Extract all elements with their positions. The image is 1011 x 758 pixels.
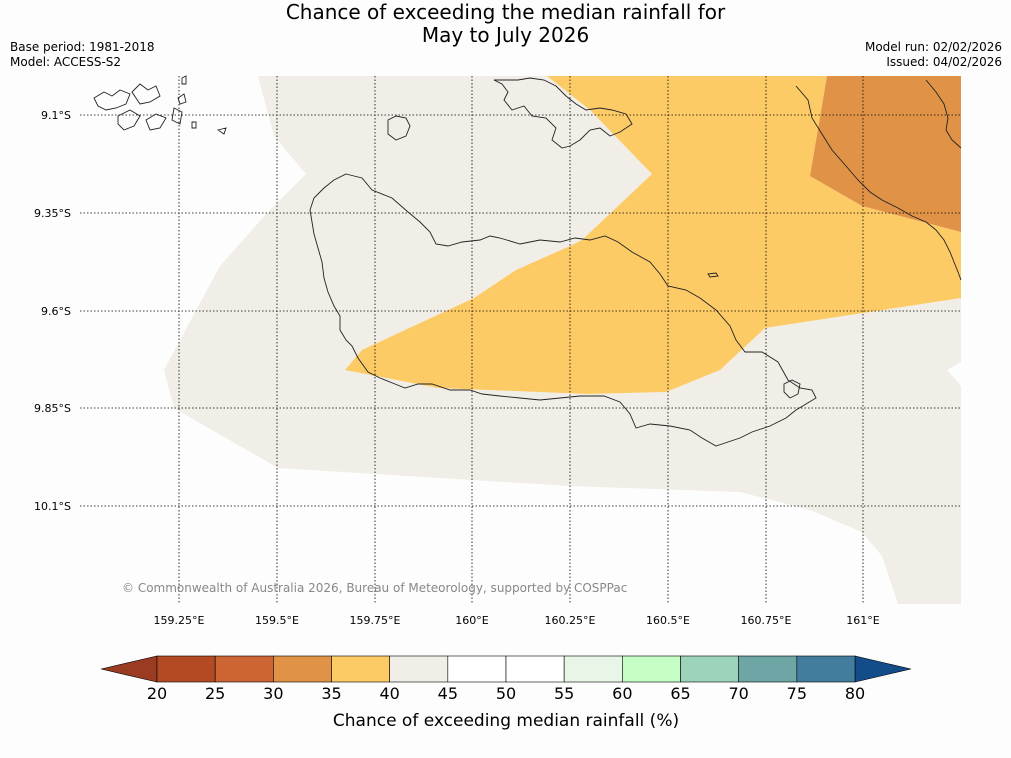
colorbar-tick-label: 80 [845, 684, 865, 703]
coastlines [93, 75, 962, 447]
colorbar-title: Chance of exceeding median rainfall (%) [333, 711, 679, 731]
title-line-1: Chance of exceeding the median rainfall … [285, 0, 726, 24]
coastline-northeast-mainland [795, 79, 962, 281]
colorbar-tick-label: 25 [205, 684, 225, 703]
lat-label: 9.1°S [41, 109, 71, 122]
colorbar-cell [622, 655, 681, 683]
lat-label: 9.35°S [34, 207, 71, 220]
colorbar-cell [214, 655, 274, 683]
lat-label: 10.1°S [34, 500, 71, 513]
band-35-40 [345, 76, 961, 394]
band-40-45 [164, 76, 961, 604]
colorbar-cell [156, 655, 216, 683]
lon-label: 159.5°E [255, 614, 299, 627]
colorbar-over-arrow [854, 655, 912, 683]
lon-label: 160.75°E [741, 614, 792, 627]
colorbar-tick-label: 65 [670, 684, 690, 703]
lon-label: 160.5°E [646, 614, 690, 627]
colorbar-cell [331, 655, 390, 683]
colorbar-cell [273, 655, 332, 683]
colorbar-cells [156, 655, 856, 683]
coastline-main-island [309, 173, 817, 447]
colorbar-tick-label: 20 [147, 684, 167, 703]
lat-label: 9.6°S [41, 305, 71, 318]
colorbar-tick-label: 55 [554, 684, 574, 703]
meta-right: Model run: 02/02/2026 Issued: 04/02/2026 [865, 40, 1002, 70]
colorbar-ticks: 20 25 30 35 40 45 50 55 60 65 70 75 80 [147, 684, 865, 703]
lon-label: 161°E [846, 614, 879, 627]
colorbar-cell [563, 655, 623, 683]
colorbar-tick-label: 45 [438, 684, 458, 703]
colorbar-tick-label: 35 [321, 684, 341, 703]
lon-label: 160.25°E [545, 614, 596, 627]
colorbar-cell [389, 655, 449, 683]
colorbar-cell [796, 655, 856, 683]
coastline-small-island [387, 115, 411, 141]
lon-label: 159.75°E [350, 614, 401, 627]
map-title: Chance of exceeding the median rainfall … [0, 1, 1011, 47]
colorbar-tick-label: 70 [728, 684, 748, 703]
colorbar-cell [505, 655, 565, 683]
copyright-notice: © Commonwealth of Australia 2026, Bureau… [122, 581, 627, 595]
colorbar-tick-label: 40 [379, 684, 399, 703]
base-period: Base period: 1981-2018 [10, 40, 155, 54]
latitude-labels: 9.1°S 9.35°S 9.6°S 9.85°S 10.1°S [34, 109, 71, 513]
colorbar-cell [447, 655, 507, 683]
colorbar-tick-label: 30 [263, 684, 283, 703]
lat-label: 9.85°S [34, 402, 71, 415]
colorbar-tick-label: 75 [787, 684, 807, 703]
model-run: Model run: 02/02/2026 [864, 40, 1002, 54]
graticule [80, 76, 961, 604]
longitude-labels: 159.25°E 159.5°E 159.75°E 160°E 160.25°E… [154, 614, 880, 627]
model-name: Model: ACCESS-S2 [10, 55, 122, 69]
colorbar-cell [680, 655, 739, 683]
coastline-north-islands [493, 77, 633, 149]
issued-date: Issued: 04/02/2026 [886, 55, 1002, 69]
colorbar-tick-label: 60 [612, 684, 632, 703]
meta-left: Base period: 1981-2018 Model: ACCESS-S2 [10, 40, 155, 70]
colorbar: 20 25 30 35 40 45 50 55 60 65 70 75 80 Chance of exc… [100, 655, 912, 731]
coastline-northwest-islands [93, 75, 227, 135]
title-line-2: May to July 2026 [421, 23, 590, 47]
colorbar-cell [738, 655, 798, 683]
colorbar-under-arrow [100, 655, 158, 683]
coastline-islet [707, 272, 719, 278]
colorbar-tick-label: 50 [496, 684, 516, 703]
lon-label: 160°E [455, 614, 488, 627]
coastline-east-point [783, 379, 801, 399]
lon-label: 159.25°E [154, 614, 205, 627]
probability-bands [164, 76, 961, 604]
